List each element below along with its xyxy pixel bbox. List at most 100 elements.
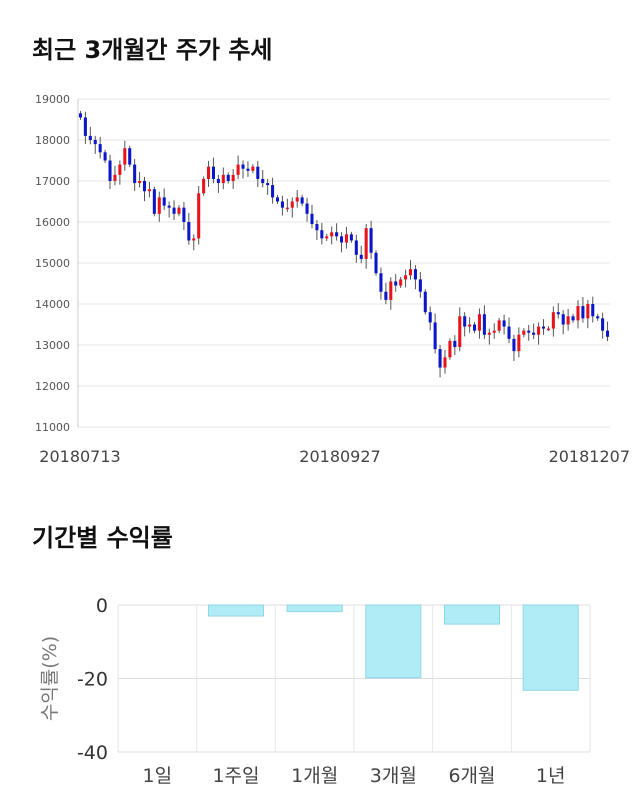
candlestick-chart: 11000 12000 13000 14000 15000 16000 17000 18000… — [35, 93, 630, 466]
candle-body — [147, 189, 151, 192]
candle — [216, 174, 220, 193]
candle-body — [359, 254, 363, 259]
candle-body — [187, 222, 191, 241]
candle — [512, 334, 516, 361]
candle — [226, 172, 230, 184]
candle-body — [310, 213, 314, 225]
candle-body — [300, 197, 304, 204]
candle-body — [537, 326, 541, 335]
candle — [527, 324, 531, 341]
candle-body — [123, 148, 127, 165]
candle — [413, 265, 417, 290]
candle — [340, 232, 344, 253]
candle-body — [251, 166, 255, 171]
candle-body — [477, 314, 481, 331]
candle — [433, 313, 437, 354]
candle — [443, 349, 447, 374]
candle-body — [497, 320, 501, 331]
candle — [128, 145, 132, 168]
candle-body — [266, 183, 270, 186]
candle-body — [275, 197, 280, 202]
candle-body — [428, 312, 432, 323]
candle — [330, 226, 334, 245]
candle-body — [443, 357, 447, 368]
candle — [162, 188, 166, 210]
candle-body — [453, 340, 457, 348]
return-bar — [522, 604, 579, 691]
candle-body — [192, 238, 196, 241]
candle — [438, 345, 442, 378]
candle-body — [389, 281, 393, 300]
candle — [379, 267, 383, 300]
candle — [147, 181, 151, 198]
candle-body — [211, 166, 215, 179]
candle-body — [601, 318, 605, 331]
returns-y-axis-label: 수익률(%) — [39, 636, 61, 721]
candle — [251, 164, 255, 174]
candle-body — [280, 201, 284, 208]
candle-body — [487, 332, 491, 335]
candle-body — [551, 312, 555, 329]
candle — [408, 260, 413, 280]
candle — [551, 306, 555, 337]
candle-body — [512, 338, 516, 352]
candle-body — [576, 306, 580, 321]
candle-body — [586, 304, 590, 319]
candle-body — [290, 201, 294, 208]
return-bar — [365, 604, 422, 679]
candle — [256, 160, 260, 187]
candle-body — [167, 205, 171, 208]
price-x-tick: 20180927 — [299, 447, 380, 466]
candle — [566, 308, 570, 331]
candle — [364, 224, 368, 269]
candle-body — [473, 324, 477, 331]
candle-body — [108, 160, 112, 181]
candle — [354, 234, 358, 263]
candle-body — [118, 164, 122, 175]
candle — [349, 231, 353, 243]
candle-body — [197, 193, 201, 239]
candle-body — [261, 178, 265, 184]
candle-body — [157, 197, 161, 214]
candle — [473, 322, 477, 334]
candle-body — [374, 252, 378, 274]
candle-body — [231, 174, 235, 181]
candle — [98, 136, 102, 159]
returns-x-tick: 3개월 — [370, 765, 417, 787]
candle-body — [404, 275, 408, 280]
candle — [418, 272, 422, 298]
candle-body — [502, 320, 506, 327]
candle — [581, 297, 585, 323]
candle-body — [566, 316, 570, 325]
candle-body — [423, 291, 427, 313]
candle-body — [305, 203, 309, 214]
candle — [537, 322, 541, 345]
candle-body — [295, 197, 299, 202]
candle — [138, 171, 142, 188]
candle — [463, 312, 467, 337]
candle-body — [384, 291, 388, 300]
candle — [197, 185, 201, 245]
candle — [596, 313, 600, 321]
price-x-tick: 20180713 — [39, 447, 120, 466]
candle — [187, 212, 191, 245]
returns-x-tick: 1년 — [536, 765, 566, 787]
candle — [344, 226, 348, 249]
returns-x-tick: 6개월 — [448, 765, 495, 787]
candle-body — [330, 232, 334, 237]
returns-y-tick: -20 — [77, 669, 108, 691]
return-bar — [443, 604, 501, 625]
candle-body — [152, 189, 156, 214]
candle — [261, 169, 265, 188]
price-x-tick-labels: 20180713 20180927 20181207 — [39, 447, 630, 466]
candle — [172, 200, 176, 220]
price-y-tick: 11000 — [35, 421, 70, 434]
candle-body — [413, 269, 417, 280]
candle — [177, 205, 181, 217]
candle-body — [142, 181, 147, 192]
candle — [103, 149, 107, 163]
candle-body — [458, 316, 462, 348]
candle — [152, 186, 156, 217]
candle-body — [433, 322, 437, 350]
candle-body — [340, 236, 344, 243]
